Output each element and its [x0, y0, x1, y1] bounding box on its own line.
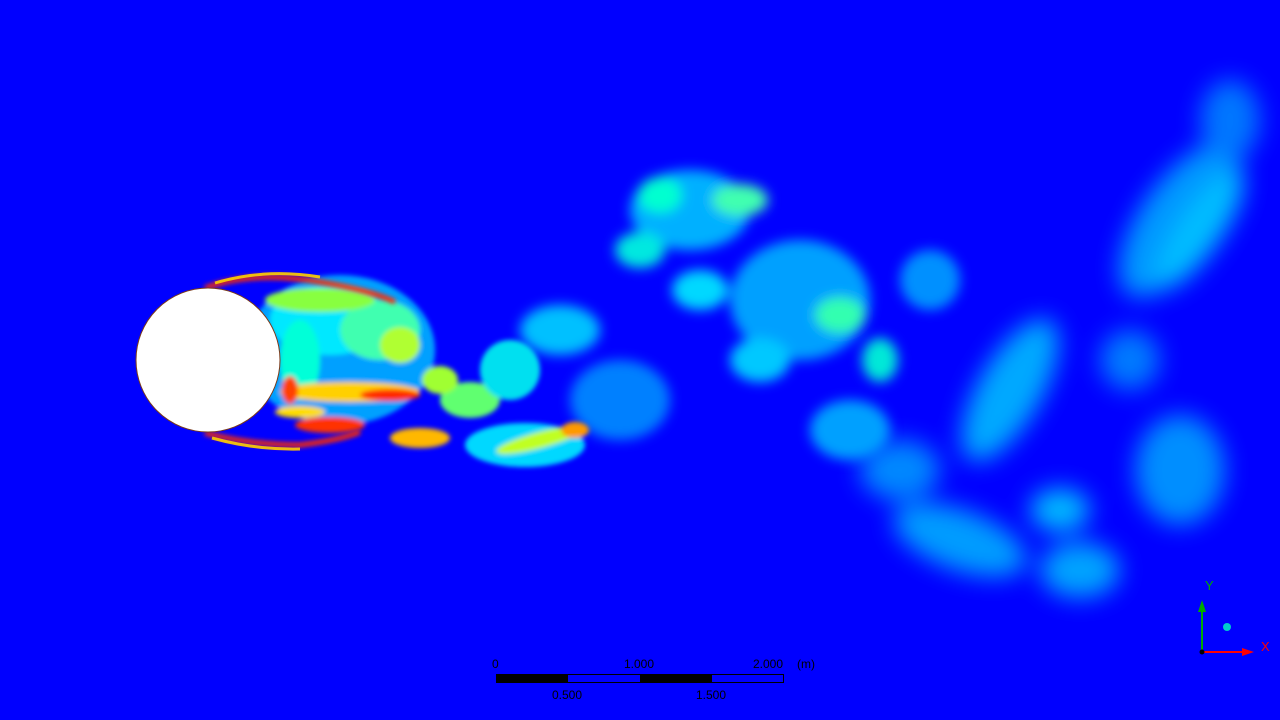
axis-triad[interactable]: Y X [1180, 576, 1280, 666]
scale-label-1500: 1.500 [696, 688, 727, 702]
x-axis-arrowhead [1242, 648, 1254, 656]
mid-wake [520, 170, 960, 460]
scale-bar: 0 1.000 2.000 (m) 0.500 1.500 [480, 654, 820, 704]
scale-segment-3 [640, 675, 712, 682]
scale-label-0: 0 [492, 657, 499, 671]
scale-label-500: 0.500 [552, 688, 583, 702]
scale-segment-1 [497, 675, 568, 682]
origin-marker [1199, 649, 1205, 655]
far-wake [860, 80, 1260, 598]
y-axis-arrowhead [1198, 600, 1206, 612]
shear-layers [204, 272, 397, 451]
cylinder-body [135, 287, 281, 433]
near-wake [245, 275, 589, 467]
y-axis-label: Y [1205, 578, 1214, 593]
scale-label-2000: 2.000 [753, 657, 784, 671]
scale-label-1000: 1.000 [624, 657, 655, 671]
scale-unit: (m) [797, 657, 815, 671]
x-axis-label: X [1261, 639, 1270, 654]
scale-bar-track [496, 674, 784, 683]
z-axis-marker [1223, 623, 1231, 631]
